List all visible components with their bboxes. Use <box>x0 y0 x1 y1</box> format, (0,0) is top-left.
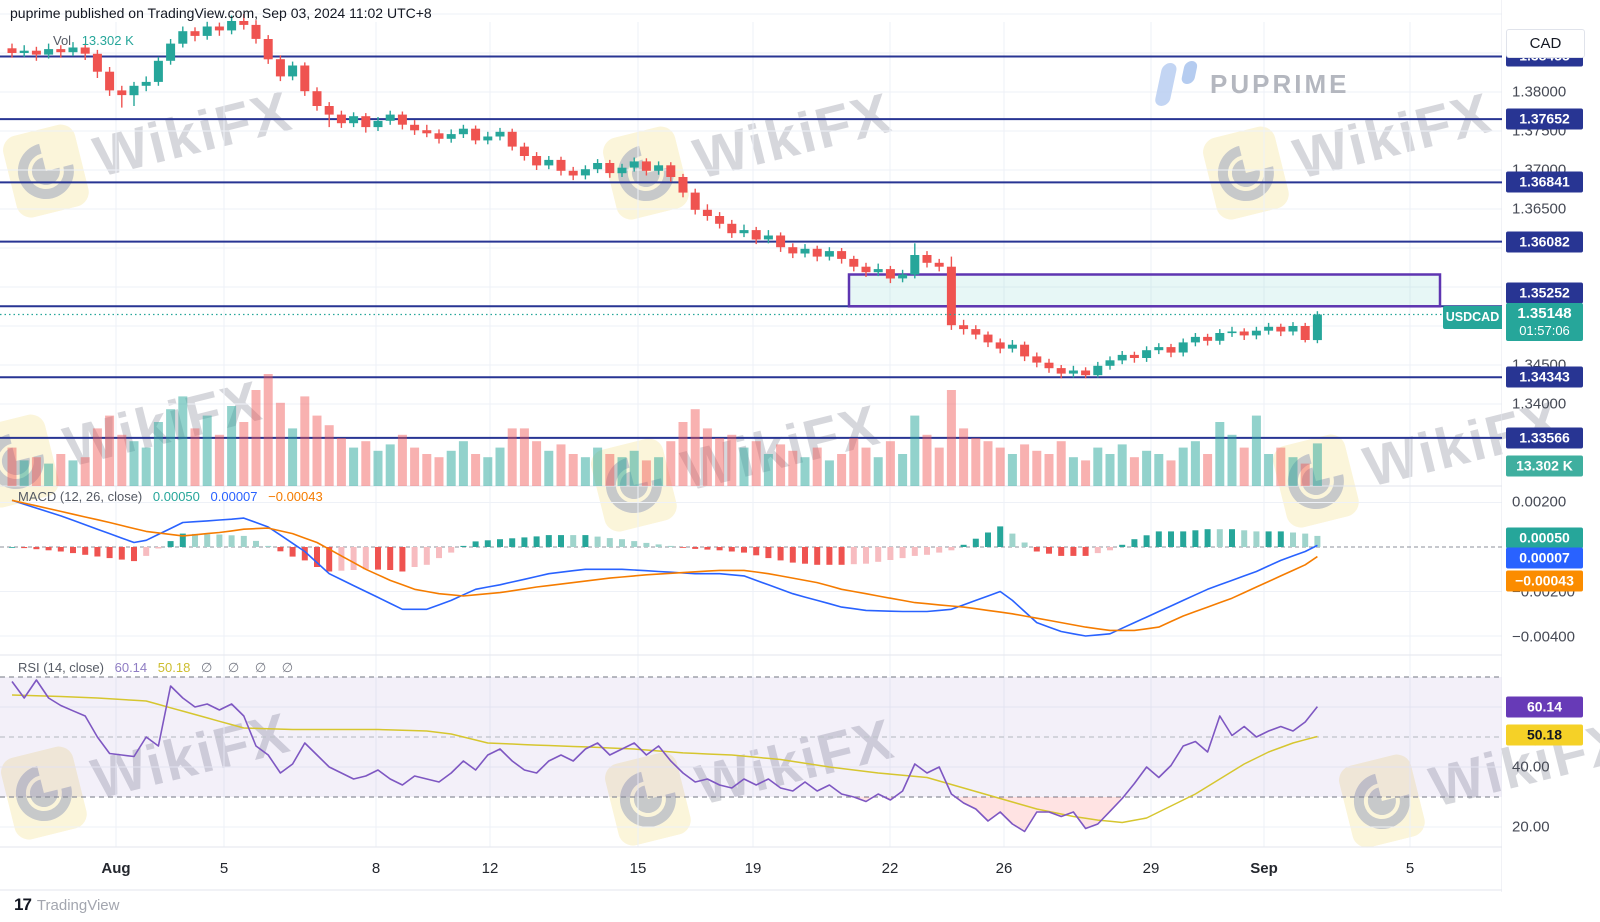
time-axis-label: 12 <box>481 860 499 877</box>
macd-signal-value: −0.00043 <box>268 489 323 504</box>
time-axis-label: Sep <box>1250 860 1278 877</box>
price-level-label: 13.302 K <box>1506 455 1583 477</box>
bar-countdown: 01:57:06 <box>1519 323 1570 338</box>
axis-scale-label: 1.34000 <box>1512 395 1567 413</box>
time-axis-label: 22 <box>881 860 899 877</box>
price-level-label: 1.34343 <box>1506 366 1583 388</box>
chart-canvas[interactable] <box>0 0 1502 892</box>
time-axis-label: 5 <box>1405 860 1415 877</box>
price-level-label: 1.37652 <box>1506 108 1583 130</box>
rsi-legend: RSI (14, close) 60.14 50.18 ∅ ∅ ∅ ∅ <box>18 660 306 676</box>
time-axis-label: 15 <box>629 860 647 877</box>
axis-scale-label: 20.00 <box>1512 818 1550 836</box>
axis-scale-label: 1.36500 <box>1512 200 1567 218</box>
time-axis-scale[interactable]: Aug 5 8 12 15 19 22 26 29 Sep 5 <box>0 847 1502 890</box>
time-axis-label: 19 <box>744 860 762 877</box>
volume-legend-value: 13.302 K <box>81 33 134 48</box>
volume-legend: Vol 13.302 K <box>53 33 141 48</box>
current-price-label: 1.35148 01:57:06 <box>1506 303 1583 341</box>
axis-scale-label: 0.00200 <box>1512 493 1567 511</box>
tradingview-logo-icon: 17 <box>14 895 32 914</box>
time-axis-label: 8 <box>371 860 381 877</box>
axis-scale-label: 40.00 <box>1512 758 1550 776</box>
puprime-logo-icon <box>1155 61 1198 106</box>
price-level-label: 1.33566 <box>1506 427 1583 449</box>
time-axis-label: 26 <box>995 860 1013 877</box>
symbol-tag: USDCAD <box>1443 306 1502 329</box>
price-axis-scale[interactable]: 1.38000 1.37500 1.37000 1.36500 1.34500 1.340… <box>1506 0 1600 922</box>
macd-histogram-value: 0.00050 <box>152 489 200 504</box>
price-level-label: 50.18 <box>1506 724 1583 746</box>
macd-legend: MACD (12, 26, close) 0.00050 0.00007 −0.… <box>18 489 330 504</box>
price-level-label: 1.35252 <box>1506 282 1583 304</box>
price-level-label: 1.36082 <box>1506 231 1583 253</box>
tradingview-attribution[interactable]: 17 TradingView <box>14 895 119 915</box>
tradingview-logo-text: TradingView <box>36 896 120 914</box>
time-axis-label: 5 <box>219 860 229 877</box>
rsi-empty-inputs: ∅ ∅ ∅ ∅ <box>200 660 300 675</box>
rsi-legend-title: RSI (14, close) <box>18 660 104 675</box>
time-axis-label: 29 <box>1142 860 1160 877</box>
price-level-label: 0.00007 <box>1506 547 1583 569</box>
currency-label[interactable]: CAD <box>1506 29 1585 58</box>
time-axis-label: Aug <box>101 860 131 877</box>
axis-scale-label: −0.00400 <box>1512 628 1575 646</box>
publish-caption: puprime published on TradingView.com, Se… <box>10 5 432 21</box>
puprime-logo: PUPRIME <box>1150 58 1349 110</box>
rsi-value: 60.14 <box>114 660 148 675</box>
volume-legend-label: Vol <box>53 33 72 48</box>
price-level-label: 1.36841 <box>1506 171 1583 193</box>
puprime-logo-text: PUPRIME <box>1210 68 1350 99</box>
price-level-label: −0.00043 <box>1506 570 1583 592</box>
rsi-ma-value: 50.18 <box>157 660 191 675</box>
price-level-label: 60.14 <box>1506 696 1583 718</box>
macd-line-value: 0.00007 <box>210 489 258 504</box>
current-price-value: 1.35148 <box>1517 305 1572 322</box>
price-level-label: 0.00050 <box>1506 527 1583 549</box>
macd-legend-title: MACD (12, 26, close) <box>18 489 143 504</box>
axis-scale-label: 1.38000 <box>1512 83 1567 101</box>
